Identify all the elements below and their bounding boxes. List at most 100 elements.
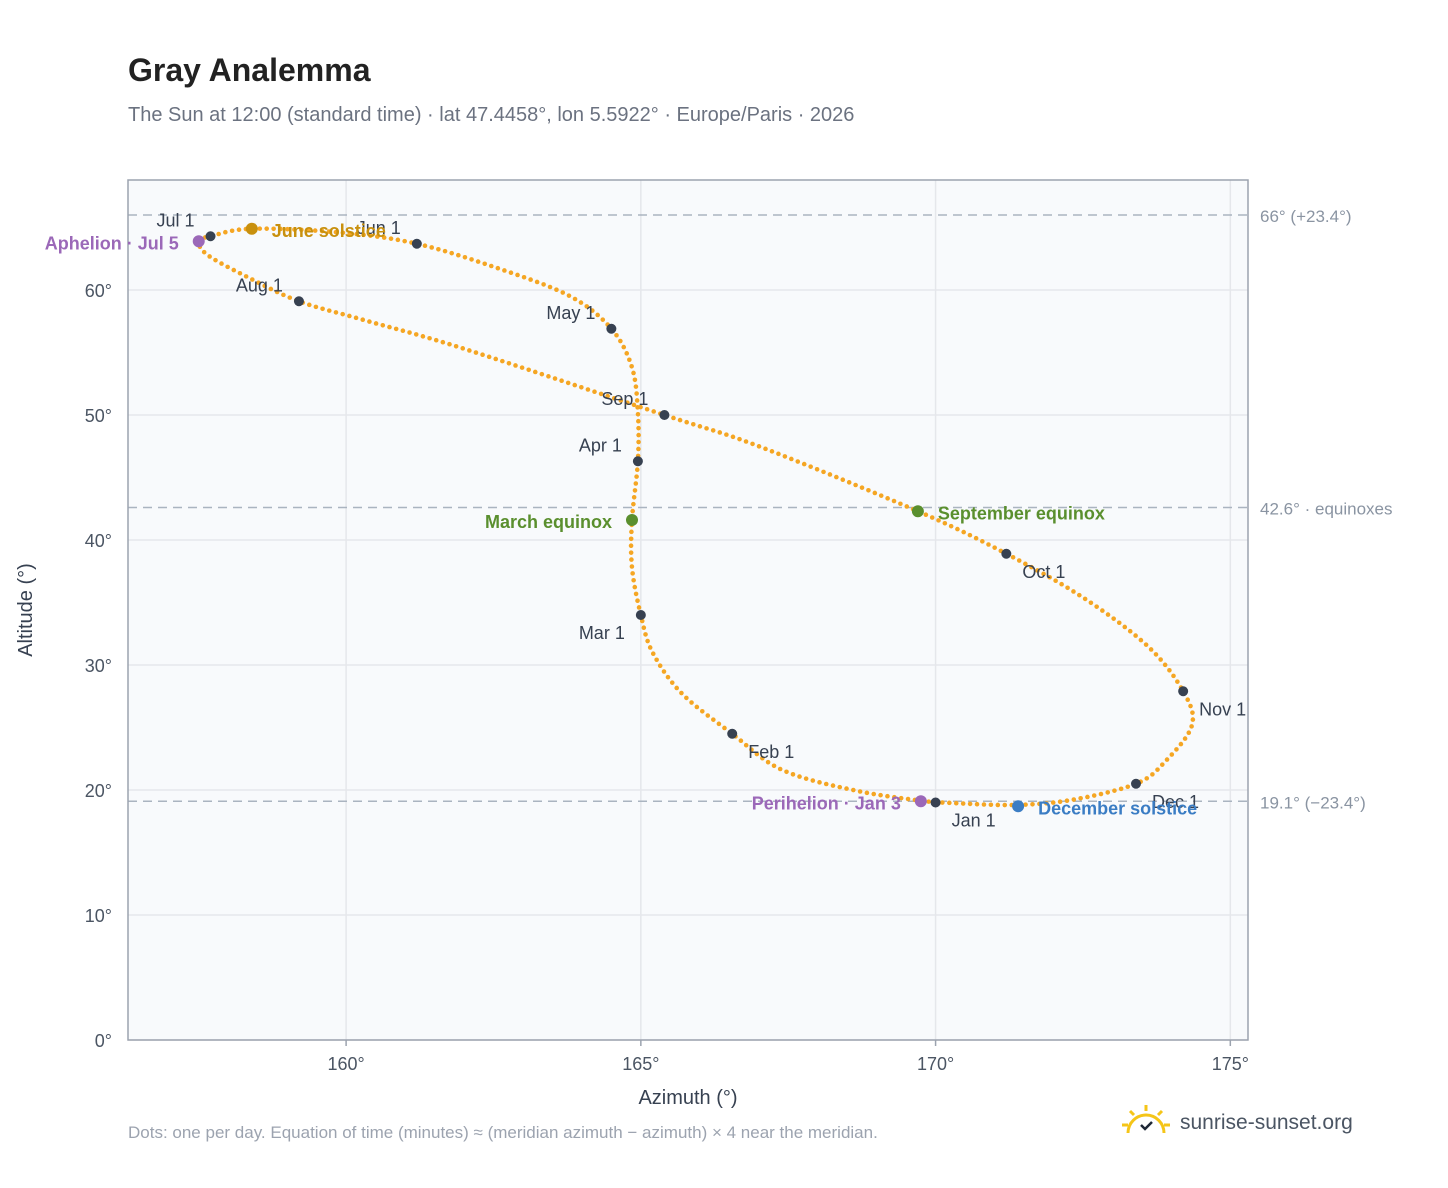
daily-dot: [823, 781, 829, 787]
daily-dot: [236, 227, 242, 232]
daily-dot: [243, 274, 249, 279]
daily-dot: [1059, 581, 1064, 587]
daily-dot: [1041, 571, 1046, 577]
reference-line-label: 66° (+23.4°): [1260, 207, 1352, 226]
daily-dot: [395, 237, 401, 243]
daily-dot: [657, 663, 663, 669]
daily-dot: [1064, 798, 1070, 803]
month-marker: [293, 296, 304, 307]
daily-dot: [960, 801, 966, 806]
daily-dot: [694, 704, 700, 710]
daily-dot: [643, 632, 648, 637]
daily-dot: [782, 454, 788, 459]
daily-dot: [871, 791, 877, 797]
daily-dot: [1189, 724, 1194, 729]
chart-title: Gray Analemma: [128, 52, 371, 88]
daily-dot: [320, 306, 325, 312]
daily-dot: [636, 446, 641, 452]
daily-dot: [834, 474, 839, 480]
daily-dot: [1105, 612, 1111, 617]
daily-dot: [704, 426, 709, 431]
daily-dot: [651, 409, 657, 414]
daily-dot: [312, 228, 318, 233]
daily-dot: [710, 428, 716, 433]
daily-dot: [635, 411, 641, 417]
x-tick-label: 170°: [917, 1054, 954, 1074]
daily-dot: [1053, 578, 1058, 584]
daily-dot: [469, 257, 474, 262]
month-label: Apr 1: [579, 435, 622, 455]
daily-dot: [1037, 801, 1042, 807]
daily-dot: [292, 227, 297, 232]
daily-dot: [493, 356, 499, 362]
daily-dot: [777, 766, 783, 772]
daily-dot: [353, 315, 359, 321]
daily-dot: [447, 341, 452, 347]
daily-dot: [579, 385, 584, 390]
daily-dot: [1159, 762, 1165, 767]
daily-dot: [630, 508, 635, 514]
daily-dot: [1112, 788, 1117, 793]
month-label: Jun 1: [357, 218, 401, 238]
reference-line-label: 42.6° · equinoxes: [1260, 500, 1393, 519]
daily-dot: [1122, 624, 1128, 630]
daily-dot: [1188, 703, 1193, 709]
daily-dot: [480, 352, 485, 357]
daily-dot: [624, 351, 630, 356]
daily-dot: [947, 800, 952, 806]
daily-dot: [1010, 555, 1016, 560]
daily-dot: [830, 783, 836, 788]
y-tick-label: 60°: [85, 281, 112, 301]
daily-dot: [634, 467, 640, 473]
daily-dot: [973, 535, 979, 541]
daily-dot: [631, 501, 636, 507]
daily-dot: [1016, 558, 1022, 563]
daily-dot: [256, 280, 261, 286]
daily-dot: [981, 802, 987, 807]
daily-dot: [1050, 800, 1056, 805]
daily-dot: [413, 332, 419, 337]
daily-dot: [387, 324, 392, 330]
daily-dot: [1144, 776, 1150, 781]
brand-name: sunrise-sunset.org: [1180, 1110, 1353, 1134]
daily-dot: [904, 504, 910, 509]
event-label: September equinox: [938, 503, 1105, 523]
daily-dot: [631, 370, 636, 376]
daily-dot: [1118, 786, 1124, 792]
month-marker: [632, 456, 643, 467]
daily-dot: [795, 459, 801, 464]
daily-dot: [857, 789, 863, 794]
daily-dot: [689, 700, 694, 705]
month-marker: [606, 323, 617, 334]
daily-dot: [1178, 741, 1184, 747]
brand-logo[interactable]: sunrise-sunset.org: [1120, 1103, 1353, 1142]
daily-dot: [940, 800, 945, 805]
daily-dot: [584, 304, 590, 309]
daily-dot: [684, 695, 689, 701]
daily-dot: [803, 776, 809, 781]
daily-dot: [223, 229, 228, 235]
daily-dot: [988, 802, 994, 808]
daily-dot: [360, 317, 366, 322]
month-label: Nov 1: [1199, 699, 1246, 719]
month-label: Jan 1: [952, 811, 996, 831]
event-marker: [192, 235, 205, 248]
daily-dot: [636, 605, 642, 610]
daily-dot: [427, 335, 432, 341]
daily-dot: [1100, 608, 1105, 613]
daily-dot: [665, 674, 671, 680]
daily-dot: [482, 261, 488, 267]
daily-dot: [851, 787, 856, 793]
daily-dot: [641, 625, 647, 631]
daily-dot: [460, 346, 466, 351]
daily-dot: [790, 772, 796, 777]
daily-dot: [633, 591, 639, 597]
daily-dot: [422, 243, 428, 248]
daily-dot: [528, 277, 533, 282]
month-marker: [1001, 548, 1012, 559]
daily-dot: [1143, 642, 1149, 647]
daily-dot: [1065, 585, 1070, 591]
daily-dot: [684, 419, 689, 425]
daily-dot: [967, 532, 973, 538]
daily-dot: [1035, 568, 1040, 573]
